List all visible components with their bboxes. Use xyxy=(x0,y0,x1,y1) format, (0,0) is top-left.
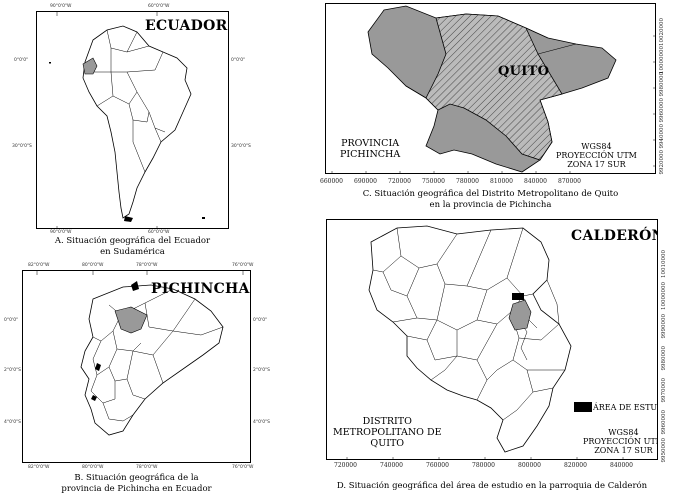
dmq-parishes-map xyxy=(346,225,624,459)
panel-d-district-label: DISTRITO METROPOLITANO DE QUITO xyxy=(333,416,442,449)
panel-d-x-tick-2: 740000 xyxy=(380,462,403,469)
panel-b-tick-right-1: 0°0'0" xyxy=(253,318,268,323)
panel-a-tick-bottom-2: 60°0'0"W xyxy=(148,230,170,235)
panel-d-x-tick-1: 720000 xyxy=(334,462,357,469)
panel-b-tick-bottom-2: 80°0'0"W xyxy=(82,465,104,470)
panel-c-proj-line2: PROYECCIÓN UTM xyxy=(556,151,637,160)
panel-c-y-tick-5: 9940000 xyxy=(659,124,665,149)
panel-d-y-tick-4: 9980000 xyxy=(661,346,667,371)
panel-a-tick-left-2: 30°0'0"S xyxy=(12,144,32,149)
panel-a-title: ECUADOR xyxy=(145,18,228,34)
panel-d-y-tick-5: 9970000 xyxy=(661,378,667,403)
panel-c-y-tick-2: 10000000 xyxy=(659,46,665,74)
panel-c-x-tick-3: 720000 xyxy=(388,178,411,185)
panel-quito-pichincha: QUITO PROVINCIA PICHINCHA WGS84 PROYECCI… xyxy=(325,3,656,174)
panel-a-tick-right-2: 30°0'0"S xyxy=(231,144,251,149)
study-area-legend-swatch xyxy=(574,402,592,412)
panel-b-tick-left-1: 0°0'0" xyxy=(4,318,19,323)
panel-d-y-tick-7: 9950000 xyxy=(661,438,667,463)
panel-c-proj-line1: WGS84 xyxy=(581,142,612,151)
panel-b-tick-top-2: 80°0'0"W xyxy=(82,263,104,268)
panel-a-tick-bottom-1: 90°0'0"W xyxy=(50,230,72,235)
pichincha-highlight xyxy=(114,306,148,334)
panel-a-caption-line2: en Sudamérica xyxy=(100,247,165,257)
pichincha-district-map xyxy=(331,5,655,173)
panel-c-x-tick-8: 870000 xyxy=(558,178,581,185)
panel-d-y-tick-6: 9960000 xyxy=(661,410,667,435)
panel-d-caption: D. Situación geográfica del área de estu… xyxy=(336,481,648,491)
study-area-legend-label: ÁREA DE ESTUDIO xyxy=(593,403,658,412)
panel-b-tick-top-1: 82°0'0"W xyxy=(28,263,50,268)
panel-d-x-tick-4: 780000 xyxy=(472,462,495,469)
panel-b-caption: B. Situación geográfica de la provincia … xyxy=(22,473,251,495)
panel-d-x-tick-7: 840000 xyxy=(610,462,633,469)
panel-pichincha-ecuador: PICHINCHA xyxy=(22,270,251,463)
panel-d-x-tick-3: 760000 xyxy=(426,462,449,469)
panel-c-x-tick-5: 780000 xyxy=(456,178,479,185)
panel-c-caption-line2: en la provincia de Pichincha xyxy=(429,200,552,210)
panel-c-y-tick-1: 10020000 xyxy=(659,18,665,46)
panel-a-tick-top-1: 90°0'0"W xyxy=(50,4,72,9)
panel-a-tick-left-1: 0°0'0" xyxy=(14,58,29,63)
study-area-marker xyxy=(512,293,524,300)
panel-d-x-tick-5: 800000 xyxy=(518,462,541,469)
panel-c-y-tick-3: 9980000 xyxy=(659,72,665,97)
ecuador-provinces-map xyxy=(36,271,244,436)
panel-b-tick-bottom-3: 78°0'0"W xyxy=(136,465,158,470)
panel-a-tick-top-2: 60°0'0"W xyxy=(148,4,170,9)
panel-c-y-tick-6: 9920000 xyxy=(659,150,665,175)
panel-calderon-study-area: CALDERÓN ÁREA DE ESTUDIO DISTRITO METROP… xyxy=(326,219,658,460)
panel-c-caption: C. Situación geográfica del Distrito Met… xyxy=(325,189,656,211)
panel-d-x-tick-6: 820000 xyxy=(564,462,587,469)
panel-b-tick-left-2: 2°0'0"S xyxy=(4,368,22,373)
panel-d-proj-line3: ZONA 17 SUR xyxy=(594,446,653,455)
panel-c-x-tick-6: 810000 xyxy=(490,178,513,185)
panel-d-proj-line2: PROYECCIÓN UTM xyxy=(583,437,658,446)
ecuador-highlight xyxy=(82,57,98,75)
panel-d-projection-note: WGS84 PROYECCIÓN UTM ZONA 17 SUR xyxy=(583,428,658,455)
panel-d-district-line2: METROPOLITANO DE xyxy=(333,427,442,438)
panel-c-proj-line3: ZONA 17 SUR xyxy=(567,160,626,169)
panel-b-caption-line1: B. Situación geográfica de la xyxy=(74,473,199,483)
panel-ecuador-south-america: ECUADOR xyxy=(36,11,229,229)
panel-c-province-line1: PROVINCIA xyxy=(341,138,400,149)
panel-b-tick-bottom-4: 76°0'0"W xyxy=(232,465,254,470)
panel-c-x-tick-1: 660000 xyxy=(320,178,343,185)
panel-d-district-line3: QUITO xyxy=(370,438,405,449)
panel-c-title: QUITO xyxy=(498,64,550,79)
quito-district-area xyxy=(425,13,563,161)
panel-a-caption: A. Situación geográfica del Ecuador en S… xyxy=(36,236,229,258)
panel-c-projection-note: WGS84 PROYECCIÓN UTM ZONA 17 SUR xyxy=(556,142,637,169)
panel-b-title: PICHINCHA xyxy=(151,281,250,297)
panel-b-tick-top-3: 78°0'0"W xyxy=(136,263,158,268)
panel-d-proj-line1: WGS84 xyxy=(608,428,639,437)
south-america-map xyxy=(49,12,205,228)
panel-b-tick-left-3: 4°0'0"S xyxy=(4,420,22,425)
panel-b-tick-right-2: 2°0'0"S xyxy=(253,368,271,373)
panel-a-caption-line1: A. Situación geográfica del Ecuador xyxy=(54,236,211,246)
panel-b-tick-right-3: 4°0'0"S xyxy=(253,420,271,425)
panel-b-tick-bottom-1: 82°0'0"W xyxy=(28,465,50,470)
panel-b-tick-top-4: 76°0'0"W xyxy=(232,263,254,268)
panel-b-caption-line2: provincia de Pichincha en Ecuador xyxy=(61,484,212,494)
calderon-parish-area xyxy=(508,299,532,331)
panel-a-tick-right-1: 0°0'0" xyxy=(231,58,246,63)
panel-d-title: CALDERÓN xyxy=(571,228,658,244)
panel-d-y-tick-2: 10000000 xyxy=(661,282,667,310)
panel-c-x-tick-2: 690000 xyxy=(354,178,377,185)
panel-c-x-tick-7: 840000 xyxy=(524,178,547,185)
panel-c-x-tick-4: 750000 xyxy=(422,178,445,185)
panel-c-province-label: PROVINCIA PICHINCHA xyxy=(340,138,400,160)
panel-c-caption-line1: C. Situación geográfica del Distrito Met… xyxy=(362,189,619,199)
panel-d-district-line1: DISTRITO xyxy=(362,416,412,427)
panel-c-province-line2: PICHINCHA xyxy=(340,149,401,160)
panel-d-y-tick-1: 10010000 xyxy=(661,250,667,278)
panel-d-y-tick-3: 9990000 xyxy=(661,314,667,339)
panel-c-y-tick-4: 9960000 xyxy=(659,98,665,123)
